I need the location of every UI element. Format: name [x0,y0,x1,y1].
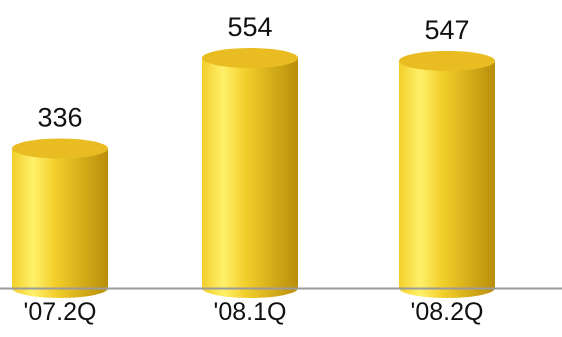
bar-body [12,148,108,298]
data-label: 554 [227,12,272,42]
bar-3 [399,50,495,299]
bars-layer [12,48,495,299]
bar-1 [12,138,108,298]
x-tick-label: '08.2Q [411,298,484,326]
labels-layer: 336 '07.2Q 554 '08.1Q 547 '08.2Q [24,12,484,326]
bar-body [202,58,298,298]
data-label: 336 [37,103,82,133]
data-label: 547 [424,15,469,45]
bar-top [399,50,495,71]
x-tick-label: '08.1Q [214,298,287,326]
bar-body [399,60,495,299]
x-tick-label: '07.2Q [24,298,97,326]
bar-top [202,48,298,68]
bar-top [12,138,108,159]
bar-2 [202,48,298,298]
